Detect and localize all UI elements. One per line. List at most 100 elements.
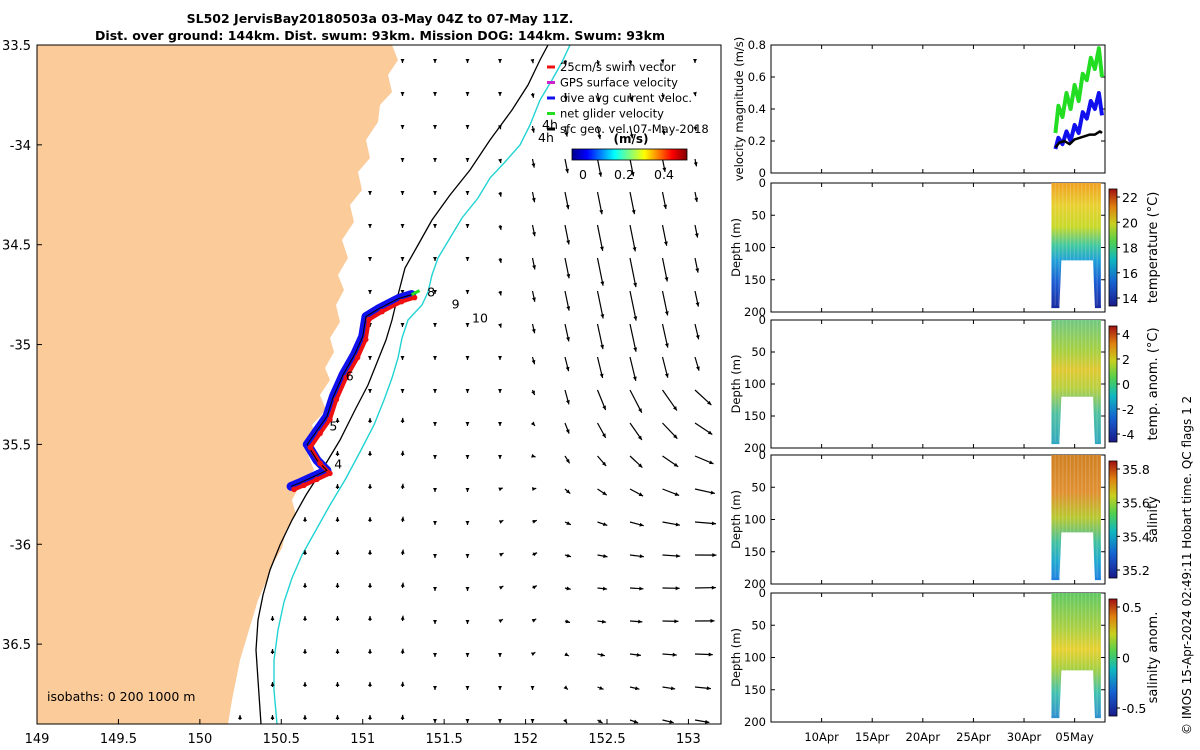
land-area <box>37 45 398 724</box>
net-velocity-segment <box>410 289 421 296</box>
velocity-vector-head <box>531 128 535 133</box>
track-label: 6 <box>346 369 354 384</box>
map-legend: 25cm/s swim vector GPS surface velocitydi… <box>538 60 709 145</box>
swim-vector-point <box>317 430 323 437</box>
map-x-tick-label: 151 <box>350 732 375 747</box>
velocity-vector-head <box>566 337 570 342</box>
chart-title-line-2: Dist. over ground: 144km. Dist. swum: 93… <box>95 28 665 43</box>
isobath-200m <box>255 45 549 724</box>
velocity-vector-head <box>639 586 644 591</box>
velocity-vector-head <box>270 616 275 621</box>
depth-tick-label: 200 <box>744 305 766 319</box>
velocity-vector-head <box>498 388 502 393</box>
speed-colorbar: (m/s) 0 0.2 0.4 <box>571 132 688 182</box>
map-x-tick-label: 149 <box>25 732 50 747</box>
velocity-vector-head <box>400 91 405 96</box>
velocity-vector-head <box>633 347 638 352</box>
colorbar-label: salinity <box>1146 496 1161 543</box>
velocity-vector-head <box>368 388 372 393</box>
velocity-vector-head <box>704 719 710 724</box>
velocity-vector-head <box>710 618 715 623</box>
isobath-1000m <box>273 45 571 724</box>
map-x-tick-label: 151.5 <box>426 732 463 747</box>
colorbar-tick-label: 0 <box>1122 651 1130 666</box>
velocity-vector-head <box>638 492 644 497</box>
velocity-vector <box>629 389 643 413</box>
velocity-vector-head <box>712 553 717 558</box>
velocity-vector-head <box>595 61 600 66</box>
velocity-vector-head <box>675 586 680 591</box>
velocity-series-line <box>1053 91 1104 150</box>
velocity-vector-head <box>498 355 502 360</box>
map-y-tick-label: 35.5 <box>2 438 31 453</box>
velocity-vector-head <box>368 256 372 261</box>
swim-vector-point <box>411 294 418 301</box>
velocity-vector-head <box>602 491 607 496</box>
velocity-vector-head <box>695 334 700 340</box>
velocity-vector-head <box>368 517 372 522</box>
swim-vector-point <box>307 444 314 451</box>
velocity-vector-head <box>465 124 470 129</box>
temperature-colorbar <box>1108 188 1118 307</box>
depth-tick-label: 150 <box>744 273 766 287</box>
velocity-vector-head <box>433 157 437 162</box>
velocity-vector-head <box>465 421 470 426</box>
velocity-vector-head <box>335 583 340 588</box>
velocity-vector-head <box>400 417 405 423</box>
velocity-vector-head <box>563 60 568 65</box>
velocity-vector-head <box>638 408 642 413</box>
velocity-vector-head <box>711 585 716 590</box>
colorbar-tick-label: 0.5 <box>1122 600 1142 615</box>
velocity-vector-head <box>596 97 601 102</box>
velocity-vector-head <box>600 314 605 319</box>
map-panel: 4h 4 5 6 8 9 10 149 149.5 150 150.5 151 151.5 152 152… <box>2 39 722 747</box>
velocity-vector-head <box>498 323 502 328</box>
swim-vector-track <box>293 295 416 492</box>
track-label: 8 <box>427 285 435 300</box>
colorbar-label: temperature (°C) <box>1146 192 1161 304</box>
velocity-vector-head <box>433 256 437 261</box>
velocity-vector-head <box>433 586 437 591</box>
velocity-vector-head <box>628 60 633 66</box>
velocity-vector-head <box>498 225 503 231</box>
velocity-vector-head <box>710 490 715 495</box>
velocity-vector-head <box>400 190 405 195</box>
velocity-vector-head <box>598 172 603 177</box>
velocity-vector-head <box>530 58 535 64</box>
vel-y-tick-label: 0.6 <box>748 70 766 84</box>
velocity-vector-head <box>564 652 569 656</box>
velocity-vector-head <box>674 492 680 496</box>
velocity-vector-head <box>498 619 503 624</box>
depth-tick-label: 150 <box>744 409 766 423</box>
velocity-vector-head <box>598 719 603 723</box>
colorbar-unit-label: (m/s) <box>614 132 649 146</box>
velocity-vector-head <box>673 462 679 467</box>
velocity-vector-head <box>303 517 307 522</box>
velocity-vector-head <box>368 289 372 294</box>
velocity-vector-head <box>303 649 307 654</box>
velocity-vector-head <box>465 388 470 393</box>
velocity-vector-head <box>707 430 713 435</box>
velocity-vector-head <box>465 619 470 624</box>
velocity-vector-head <box>368 484 372 489</box>
velocity-vector <box>596 224 604 251</box>
velocity-vector-head <box>708 652 713 657</box>
velocity-vector-head <box>600 344 604 350</box>
velocity-vector-head <box>465 652 470 657</box>
velocity-vector-head <box>433 355 437 360</box>
swim-vector-point <box>333 396 340 403</box>
velocity-vector-head <box>433 520 437 525</box>
velocity-vector-head <box>532 265 536 270</box>
velocity-vector-head <box>400 714 405 720</box>
surface-velocity-vectors <box>238 58 717 724</box>
map-x-tick-label: 153 <box>676 732 701 747</box>
vel-y-tick-label: 0.8 <box>748 38 766 52</box>
velocity-vector-head <box>566 521 571 525</box>
velocity-vector-head <box>303 550 307 555</box>
depth-tick-label: 50 <box>751 208 766 222</box>
velocity-vector-head <box>638 463 643 468</box>
velocity-vector-head <box>335 682 340 687</box>
velocity-vector-head <box>664 277 669 282</box>
velocity-vector-head <box>498 487 503 492</box>
